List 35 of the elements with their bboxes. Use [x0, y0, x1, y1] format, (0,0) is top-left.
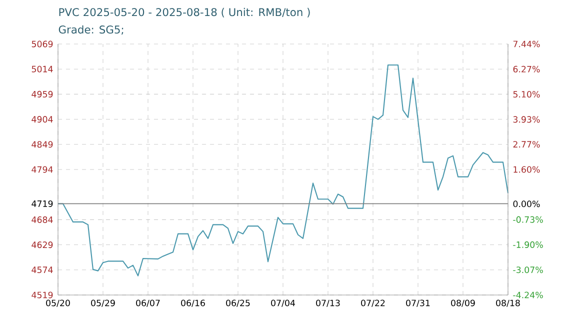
- y-tick-label: 4574: [32, 266, 53, 274]
- y2-tick-label: -4.24%: [513, 292, 543, 298]
- y-tick-label: 5069: [32, 40, 53, 48]
- y2-tick-label: -1.90%: [513, 241, 543, 248]
- x-tick-label: 07/22: [361, 300, 385, 307]
- y-tick-label: 4849: [32, 141, 53, 148]
- y-tick-label: 4904: [32, 116, 53, 123]
- y-tick-label: 5014: [32, 66, 53, 72]
- y-tick-label: 4719: [32, 200, 53, 207]
- y2-tick-label: 2.77%: [513, 141, 540, 148]
- x-tick-label: 08/18: [496, 300, 520, 307]
- y2-tick-label: 0.00%: [513, 200, 540, 208]
- x-tick-label: 05/20: [46, 300, 70, 307]
- y-tick-label: 4629: [32, 242, 53, 248]
- y-tick-label: 4794: [32, 166, 53, 173]
- x-tick-label: 07/13: [316, 300, 340, 307]
- chart-subtitle: Grade: SG5;: [58, 25, 124, 35]
- y2-tick-label: 5.10%: [513, 91, 540, 98]
- chart-title: PVC 2025-05-20 - 2025-08-18 ( Unit: RMB/ton ): [59, 8, 310, 18]
- y2-tick-label: 6.27%: [513, 66, 540, 72]
- y-tick-label: 4684: [32, 216, 53, 223]
- y2-tick-label: 3.93%: [513, 116, 540, 123]
- x-tick-label: 07/04: [271, 300, 295, 307]
- x-tick-label: 06/07: [136, 300, 160, 307]
- y-tick-label: 4959: [32, 90, 53, 98]
- y2-tick-label: 7.44%: [513, 40, 540, 48]
- y2-tick-label: -0.73%: [513, 216, 543, 223]
- x-tick-label: 06/16: [181, 300, 205, 307]
- x-tick-label: 06/25: [226, 300, 250, 307]
- x-tick-label: 08/09: [451, 300, 475, 307]
- y2-tick-label: -3.07%: [513, 266, 543, 274]
- x-tick-label: 07/31: [406, 300, 430, 307]
- y-tick-label: 4519: [32, 292, 53, 298]
- y2-tick-label: 1.60%: [514, 166, 540, 173]
- x-tick-label: 05/29: [91, 300, 115, 307]
